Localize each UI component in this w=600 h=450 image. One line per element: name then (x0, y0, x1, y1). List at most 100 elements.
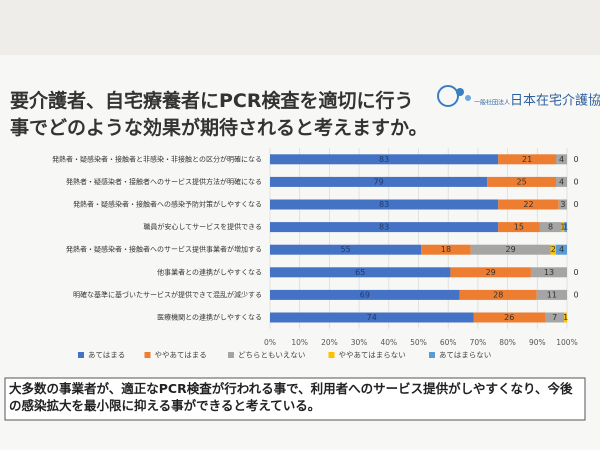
bar-segment (270, 154, 499, 165)
data-label: 1 (560, 223, 565, 232)
bar-segment (473, 312, 545, 323)
x-tick-label: 90% (529, 338, 546, 347)
x-tick-label: 100% (556, 338, 577, 347)
bar-segment (270, 312, 474, 323)
x-tick-label: 60% (440, 338, 457, 347)
data-label: 11 (547, 290, 557, 299)
org-name: 日本在宅介護協会 (510, 93, 600, 109)
bar-segment (459, 289, 537, 300)
data-label: 0 (573, 290, 578, 299)
bar-segment (556, 176, 567, 187)
org-prefix: 一般社団法人 (474, 99, 510, 107)
category-label: 医療機関との連携がしやすくなる (157, 313, 262, 322)
legend-label: ややあてはまらない (339, 351, 406, 360)
x-tick-label: 0% (264, 338, 276, 347)
bar-segment (270, 244, 422, 255)
data-label: 28 (493, 290, 503, 299)
legend-label: あてはまらない (439, 351, 491, 360)
data-label: 69 (360, 290, 370, 299)
data-label: 65 (355, 268, 365, 277)
x-tick-label: 30% (351, 338, 368, 347)
legend-swatch (429, 352, 435, 358)
bar-segment (270, 267, 451, 278)
data-label: 83 (379, 155, 389, 164)
bar-segment (556, 154, 567, 165)
data-label: 4 (559, 245, 564, 254)
data-label: 83 (379, 223, 389, 232)
legend-label: ややあてはまる (155, 351, 207, 360)
bar-segment (556, 244, 567, 255)
note-box (4, 377, 586, 421)
data-label: 29 (486, 268, 496, 277)
x-tick-label: 10% (291, 338, 308, 347)
bar-segment (498, 222, 540, 233)
data-label: 21 (522, 155, 532, 164)
bar-segment (539, 222, 562, 233)
x-tick-label: 20% (321, 338, 338, 347)
category-label: 発熱者・疑感染者・接触者への感染予防対策がしやすくなる (73, 200, 262, 209)
legend-swatch (144, 352, 151, 358)
x-tick-label: 80% (499, 338, 516, 347)
legend-swatch (228, 352, 234, 358)
bar-segment (470, 244, 551, 255)
data-label: 0 (573, 200, 578, 209)
data-label: 1 (563, 313, 568, 322)
legend-label: あてはまる (88, 351, 125, 360)
note-wrap: 大多数の事業者が、適正なPCR検査が行われる事で、利用者へのサービス提供がしやす… (9, 381, 573, 413)
legend-swatch (328, 352, 335, 358)
data-label: 83 (379, 200, 389, 209)
x-tick-label: 70% (470, 338, 487, 347)
data-label: 0 (573, 155, 578, 164)
category-label: 職員が安心してサービスを提供できる (143, 222, 262, 231)
category-label: 明確な基準に基づいたサービスが提供できて混乱が減少する (73, 290, 262, 299)
bar-segment (498, 199, 559, 210)
note: 大多数の事業者が、適正なPCR検査が行われる事で、利用者へのサービス提供がしやす… (9, 381, 573, 413)
data-label: 74 (367, 313, 377, 322)
category-label: 発熱者・疑感染者・接触者と非感染・非接触との区分が明確になる (52, 154, 262, 163)
category-label: 発熱者・疑感染者・接触者へのサービス提供方法が明確になる (66, 177, 262, 186)
legend-swatch (78, 352, 84, 358)
bar-segment (270, 199, 499, 210)
logo-icon (437, 85, 471, 107)
bar-segment (498, 154, 556, 165)
data-label: 4 (559, 155, 564, 164)
data-label: 18 (441, 245, 451, 254)
category-label: 他事業者との連携がしやすくなる (157, 267, 262, 276)
bar-segment (421, 244, 471, 255)
bar-segment (564, 222, 567, 233)
bar-segment (270, 222, 499, 233)
data-label: 3 (560, 200, 565, 209)
bar-segment (536, 289, 567, 300)
category-label: 発熱者・疑感染者・接触者へのサービス提供事業者が増加する (66, 245, 262, 254)
legend-label: どちらともいえない (238, 351, 305, 360)
bar-segment (545, 312, 565, 323)
bar-segment (530, 267, 567, 278)
data-label: 2 (551, 245, 556, 254)
data-label: 29 (506, 245, 516, 254)
data-label: 79 (374, 177, 384, 186)
data-label: 8 (548, 223, 553, 232)
data-label: 1 (563, 223, 568, 232)
x-tick-label: 40% (380, 338, 397, 347)
bar-segment (558, 199, 567, 210)
bar-segment (450, 267, 531, 278)
x-tick-label: 50% (410, 338, 427, 347)
data-label: 13 (544, 268, 554, 277)
bar-segment (550, 244, 556, 255)
bar-segment (270, 289, 460, 300)
data-label: 25 (517, 177, 527, 186)
bar-segment (270, 176, 488, 187)
data-label: 22 (523, 200, 533, 209)
data-label: 7 (552, 313, 557, 322)
data-label: 4 (559, 177, 564, 186)
data-label: 0 (573, 177, 578, 186)
data-label: 55 (341, 245, 351, 254)
bar-segment (564, 312, 567, 323)
data-label: 15 (514, 223, 524, 232)
data-label: 0 (573, 268, 578, 277)
bar-segment (561, 222, 565, 233)
chart-title-line2: 事でどのような効果が期待されると考えますか。 (10, 116, 428, 139)
data-label: 26 (504, 313, 514, 322)
